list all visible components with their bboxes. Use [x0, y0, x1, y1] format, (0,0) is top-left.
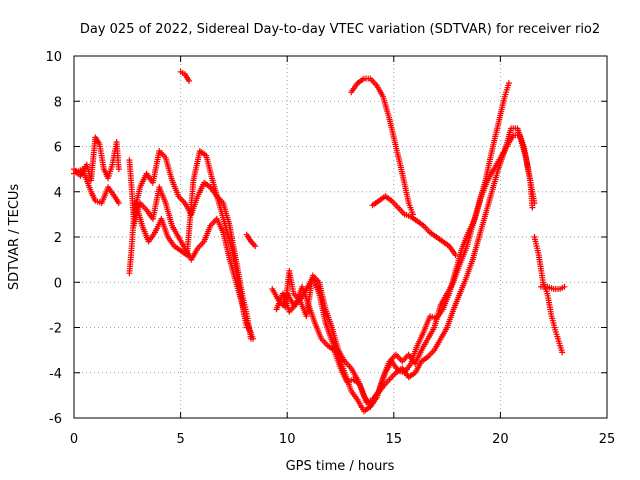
y-tick-label: 0: [54, 276, 62, 291]
x-tick-label: 15: [386, 432, 403, 447]
x-tick-label: 5: [176, 432, 184, 447]
y-tick-label: -4: [49, 367, 62, 382]
series-15: [537, 283, 568, 292]
data-point: [115, 166, 122, 173]
data-point: [452, 252, 459, 259]
data-point: [559, 349, 566, 356]
series-1: [71, 134, 122, 184]
chart-title: Day 025 of 2022, Sidereal Day-to-day VTE…: [80, 22, 600, 37]
y-tick-label: 6: [54, 141, 62, 156]
data-point: [252, 243, 259, 250]
x-tick-label: 20: [492, 432, 509, 447]
series-13: [369, 193, 459, 259]
y-tick-label: 4: [54, 186, 62, 201]
series-11: [284, 125, 536, 415]
series-14: [531, 234, 566, 356]
y-tick-label: 2: [54, 231, 62, 246]
x-tick-label: 0: [70, 432, 78, 447]
data-point: [186, 77, 193, 84]
y-axis-label: SDTVAR / TECUs: [7, 184, 22, 291]
y-tick-label: 10: [45, 50, 62, 65]
series-8: [243, 231, 259, 250]
data-point: [250, 335, 257, 342]
data-point: [126, 270, 133, 277]
y-tick-label: -6: [49, 412, 62, 427]
data-point: [505, 80, 512, 87]
series-6: [132, 148, 257, 342]
data-point: [115, 200, 122, 207]
y-tick-label: 8: [54, 95, 62, 110]
x-tick-label: 25: [599, 432, 616, 447]
axis-ticks: 0 5 10 15 20 25 -6 -4 -2 0 2 4 6 8 10: [45, 50, 615, 447]
data-point: [561, 283, 568, 290]
y-tick-label: -2: [49, 322, 62, 337]
x-tick-label: 10: [279, 432, 296, 447]
series-4: [130, 148, 254, 342]
series-12: [348, 75, 416, 218]
x-axis-label: GPS time / hours: [286, 459, 395, 474]
series-7: [177, 68, 193, 84]
data-point: [529, 204, 536, 211]
series-2: [71, 166, 122, 207]
data-marks: [71, 68, 568, 415]
